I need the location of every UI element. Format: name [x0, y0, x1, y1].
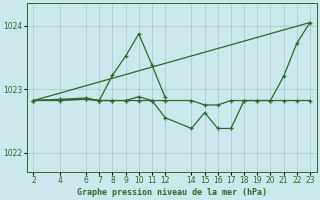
X-axis label: Graphe pression niveau de la mer (hPa): Graphe pression niveau de la mer (hPa)	[77, 188, 267, 197]
